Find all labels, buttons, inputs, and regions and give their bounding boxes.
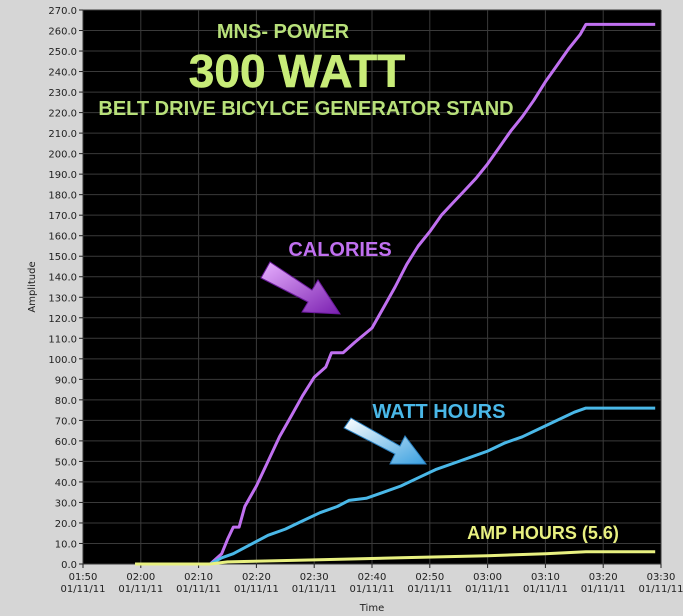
x-tick-time-label: 02:00 [126,572,155,583]
y-tick-label: 130.0 [48,293,77,304]
y-tick-label: 110.0 [48,334,77,345]
x-tick-time-label: 01:50 [69,572,98,583]
x-tick-time-label: 02:10 [184,572,213,583]
y-tick-label: 230.0 [48,88,77,99]
x-tick-time-label: 02:30 [300,572,329,583]
calories-annotation: CALORIES [260,239,392,315]
y-tick-label: 170.0 [48,211,77,222]
y-tick-label: 180.0 [48,191,77,202]
x-tick-time-label: 03:20 [589,572,618,583]
series-line-amp-hours-5-6 [135,550,656,566]
series-lines [135,22,656,566]
x-tick-date-label: 01/11/11 [292,584,337,595]
x-tick-date-label: 01/11/11 [61,584,106,595]
title-line-2: 300 WATT [189,45,405,97]
x-tick-date-label: 01/11/11 [523,584,568,595]
y-axis-ticks: 0.0 10.0 20.0 30.0 40.0 50.0 60.0 70.0 80.0 90.0 1… [48,6,83,571]
y-tick-label: 20.0 [55,519,77,530]
watt-hours-label: WATT HOURS [373,401,506,423]
y-tick-label: 60.0 [55,437,77,448]
blue-arrow-icon [343,417,427,465]
y-tick-label: 200.0 [48,150,77,161]
y-tick-label: 30.0 [55,498,77,509]
watt-hours-annotation: WATT HOURS [343,401,506,465]
y-tick-label: 50.0 [55,457,77,468]
x-tick-time-label: 03:00 [473,572,502,583]
y-tick-label: 40.0 [55,478,77,489]
x-tick-date-label: 01/11/11 [234,584,279,595]
x-tick-date-label: 01/11/11 [176,584,221,595]
x-tick-date-label: 01/11/11 [465,584,510,595]
chart-title: MNS- POWER 300 WATT BELT DRIVE BICYLCE G… [98,21,513,120]
title-line-3: BELT DRIVE BICYLCE GENERATOR STAND [98,98,513,120]
x-tick-date-label: 01/11/11 [407,584,452,595]
x-tick-time-label: 02:50 [415,572,444,583]
x-axis-title: Time [359,603,384,614]
x-tick-date-label: 01/11/11 [118,584,163,595]
x-tick-time-label: 02:40 [358,572,387,583]
y-tick-label: 80.0 [55,396,77,407]
y-tick-label: 160.0 [48,232,77,243]
y-tick-label: 260.0 [48,27,77,38]
y-axis-title: Amplitude [27,261,38,312]
y-tick-label: 270.0 [48,6,77,17]
x-tick-date-label: 01/11/11 [581,584,626,595]
x-tick-date-label: 01/11/11 [639,584,683,595]
y-tick-label: 240.0 [48,68,77,79]
y-tick-label: 250.0 [48,47,77,58]
x-axis-ticks: 01:5001/11/1102:0001/11/1102:1001/11/110… [61,564,683,595]
y-tick-label: 100.0 [48,355,77,366]
y-tick-label: 0.0 [61,560,77,571]
calories-label: CALORIES [288,239,391,261]
x-tick-time-label: 03:10 [531,572,560,583]
y-tick-label: 140.0 [48,273,77,284]
amp-hours-annotation: AMP HOURS (5.6) [467,523,619,543]
amp-hours-label: AMP HOURS (5.6) [467,523,619,543]
y-tick-label: 120.0 [48,314,77,325]
series-line-watt-hours [135,406,656,566]
series-line-calories [135,22,656,566]
y-tick-label: 150.0 [48,252,77,263]
purple-arrow-icon [260,261,341,315]
x-tick-time-label: 03:30 [647,572,676,583]
y-tick-label: 190.0 [48,170,77,181]
y-tick-label: 10.0 [55,539,77,550]
y-tick-label: 220.0 [48,109,77,120]
x-tick-time-label: 02:20 [242,572,271,583]
x-tick-date-label: 01/11/11 [350,584,395,595]
y-tick-label: 90.0 [55,375,77,386]
title-line-1: MNS- POWER [217,21,350,43]
y-tick-label: 210.0 [48,129,77,140]
y-tick-label: 70.0 [55,416,77,427]
